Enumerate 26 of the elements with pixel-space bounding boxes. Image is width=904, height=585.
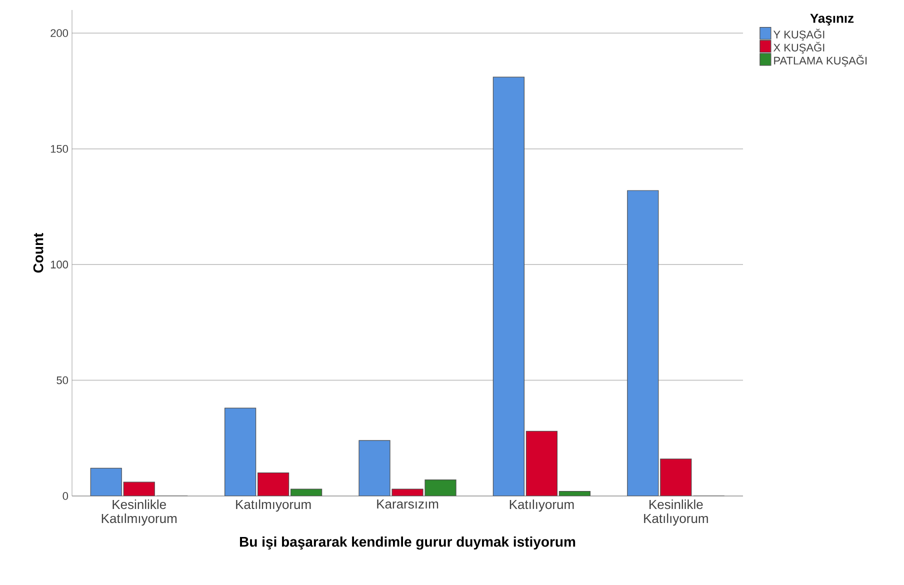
bar	[424, 479, 456, 496]
x-axis-title: Bu işi başararak kendimle gurur duymak istiyorum	[240, 536, 576, 550]
x-tick-label: Kararsızım	[377, 500, 438, 509]
bar	[224, 408, 256, 496]
y-tick-label: 50	[56, 376, 68, 384]
bar	[660, 458, 692, 496]
x-tick-label: Katılmıyorum	[236, 500, 311, 512]
bar	[124, 482, 155, 496]
bar	[90, 468, 122, 496]
legend-title: Yaşınız	[810, 14, 854, 26]
x-tick-label: Katılıyorum	[510, 500, 574, 512]
x-tick-label: Kesinlikle Katılmıyorum	[102, 500, 177, 526]
bar	[627, 190, 659, 496]
legend-label: PATLAMA KUŞAĞI	[774, 54, 867, 67]
y-tick-label: 0	[62, 492, 68, 500]
bar	[526, 430, 558, 496]
bar	[358, 440, 390, 496]
y-tick-label: 150	[50, 144, 68, 153]
y-tick-label: 100	[50, 260, 68, 268]
x-tick-label: Kesinlikle Katılıyorum	[644, 500, 708, 526]
y-axis-title: Count	[33, 232, 44, 273]
y-tick-label: 200	[50, 29, 68, 38]
bar	[492, 76, 525, 496]
legend-label: Y KUŞAĞI	[773, 28, 824, 41]
bar	[258, 472, 290, 496]
legend-label: X KUŞAĞI	[773, 42, 824, 54]
